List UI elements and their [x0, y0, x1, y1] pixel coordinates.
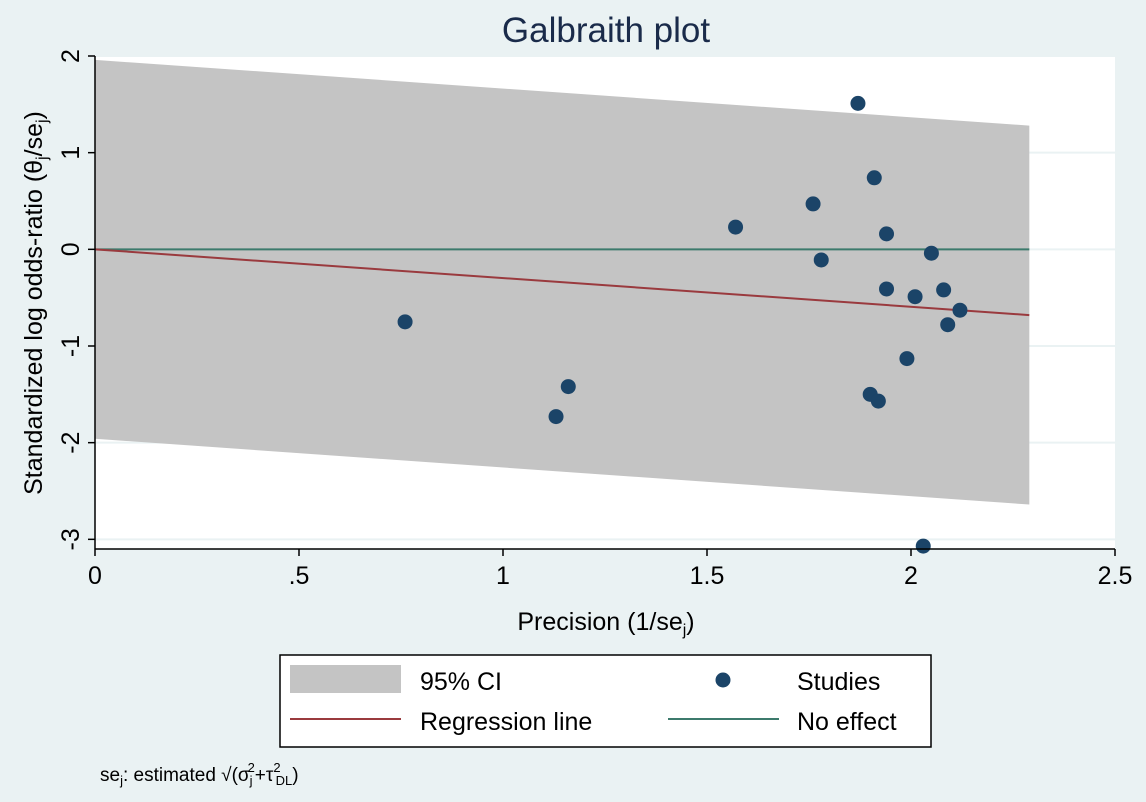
y-tick-label: 1 — [57, 146, 85, 160]
study-point — [548, 409, 564, 425]
study-point — [866, 170, 882, 186]
study-point — [936, 282, 952, 298]
study-point — [915, 538, 931, 554]
study-point — [870, 393, 886, 409]
legend-marker-studies — [715, 672, 731, 688]
y-tick-label: 2 — [57, 49, 85, 63]
study-point — [813, 252, 829, 268]
y-axis-label: Standardized log odds-ratio (θj/sej) — [20, 111, 51, 495]
study-point — [940, 317, 956, 333]
study-point — [899, 351, 915, 367]
regression-line — [94, 248, 1030, 317]
legend-label-no-effect: No effect — [797, 708, 897, 736]
study-point — [879, 281, 895, 297]
chart-title: Galbraith plot — [502, 11, 710, 50]
x-tick-label: 2.5 — [1098, 562, 1133, 590]
x-axis-label: Precision (1/sej) — [517, 608, 694, 639]
x-tick-label: .5 — [289, 562, 310, 590]
x-tick-label: 1.5 — [690, 562, 725, 590]
y-tick-label: 0 — [57, 242, 85, 256]
study-point — [952, 302, 968, 318]
legend-label-regression: Regression line — [420, 708, 592, 736]
y-axis-ticks: -3 -2 -1 0 1 2 — [57, 49, 95, 550]
legend-label-studies: Studies — [797, 668, 880, 696]
legend-label-ci: 95% CI — [420, 668, 502, 696]
x-tick-label: 0 — [88, 562, 102, 590]
y-tick-label: -3 — [57, 528, 85, 550]
x-axis-ticks: 0 .5 1 1.5 2 2.5 — [88, 549, 1132, 590]
legend-swatch-ci — [290, 665, 401, 693]
study-point — [728, 219, 744, 235]
y-tick-label: -2 — [57, 432, 85, 454]
y-tick-label: -1 — [57, 335, 85, 357]
study-point — [850, 95, 866, 111]
study-points — [397, 95, 968, 554]
study-point — [805, 196, 821, 212]
study-point — [923, 245, 939, 261]
study-point — [879, 226, 895, 242]
study-point — [397, 314, 413, 330]
study-point — [907, 289, 923, 305]
legend: 95% CI Studies Regression line No effect — [279, 654, 932, 748]
study-point — [560, 379, 576, 395]
footnote: sej: estimated √(σj2+τ2 DL) — [100, 760, 299, 788]
x-tick-label: 2 — [904, 562, 918, 590]
x-tick-label: 1 — [496, 562, 510, 590]
